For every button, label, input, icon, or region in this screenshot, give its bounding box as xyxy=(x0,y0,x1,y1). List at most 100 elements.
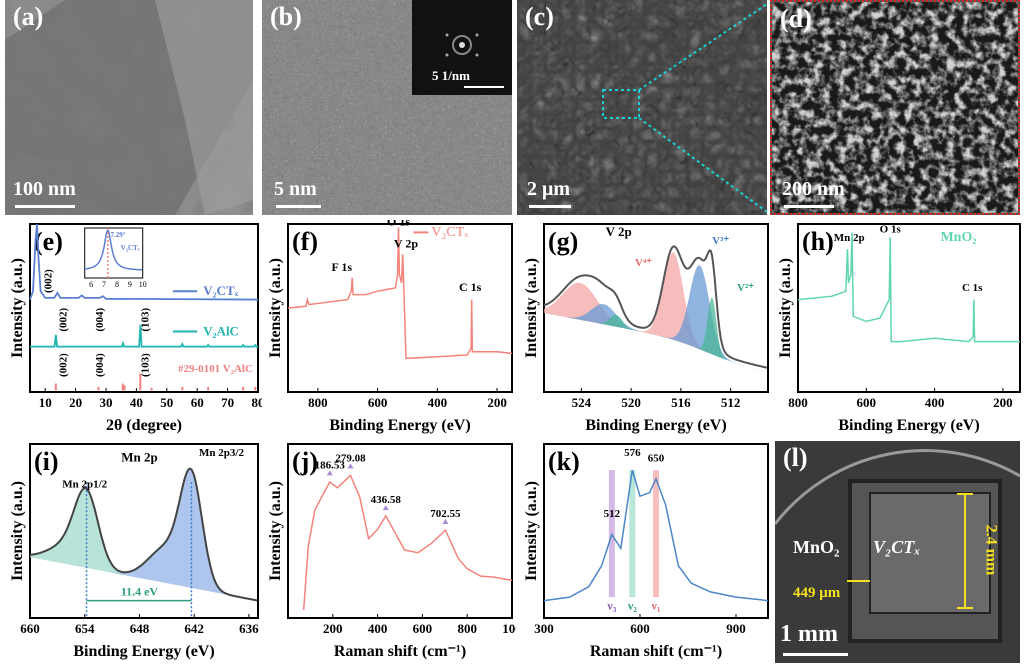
scale-label-b: 5 nm xyxy=(274,178,317,200)
x-tick-label: 524 xyxy=(572,395,592,410)
chart-svg-h: 800 600 400 200 Binding Energy (eV) Intensity… xyxy=(777,223,1021,434)
peak-label: 512 xyxy=(604,508,621,520)
x-tick-label: 200 xyxy=(993,395,1013,410)
peak-label: 650 xyxy=(648,452,665,464)
peak-label: 576 xyxy=(624,447,641,459)
mode-label: ν₂ xyxy=(627,598,637,612)
inset-tick-label: 10 xyxy=(139,280,147,289)
y-axis-label: Intensity (a.u.) xyxy=(523,481,540,581)
chart-svg-k: 300 600 900 Raman shift (cm⁻¹) Intensity (a.… xyxy=(523,443,769,660)
panel-e-xrd-chart: 10 20 30 40 50 60 70 80 2θ (degree) Intensity (a.… xyxy=(0,220,262,438)
scale-bar-c xyxy=(529,205,571,208)
peak-label: 436.58 xyxy=(371,494,402,506)
panel-h-mno2-survey-chart: 800 600 400 200 Binding Energy (eV) Intensity… xyxy=(768,220,1024,438)
x-tick-label: 600 xyxy=(413,621,433,636)
component-fill xyxy=(30,488,258,601)
height-dimension-label: 2.4 mm xyxy=(982,524,1000,576)
panel-k-raman-chart: 300 600 900 Raman shift (cm⁻¹) Intensity (a.… xyxy=(514,440,772,664)
x-tick-label: 200 xyxy=(487,395,507,410)
fft-scale-bar xyxy=(464,86,504,88)
x-axis-label: Binding Energy (eV) xyxy=(73,643,214,660)
x-axis-label: Binding Energy (eV) xyxy=(838,417,979,434)
plot-frame xyxy=(543,223,769,393)
legend-label: MnO₂ xyxy=(940,230,976,245)
x-tick-label: 50 xyxy=(160,395,173,410)
y-axis-label: Intensity (a.u.) xyxy=(267,258,284,358)
x-tick-label: 600 xyxy=(368,395,388,410)
y-axis-label: Intensity (a.u.) xyxy=(267,481,284,581)
x-tick-label: 200 xyxy=(323,621,343,636)
fft-scale-label: 5 1/nm xyxy=(432,68,470,83)
scale-label-c: 2 μm xyxy=(527,178,570,200)
panel-f-xps-survey-chart: 800 600 400 200 Binding Energy (eV) Intensity… xyxy=(258,220,516,438)
panel-label-c: (c) xyxy=(525,2,554,31)
hkl-label: (002) xyxy=(42,269,54,293)
y-axis-label: Intensity (a.u.) xyxy=(9,481,26,581)
x-tick-label: 654 xyxy=(75,621,95,636)
legend-ref: #29-0101 V₂AlC xyxy=(178,363,253,375)
x-tick-label: 400 xyxy=(368,621,388,636)
scale-bar-a xyxy=(15,205,75,208)
panel-label-l: (l) xyxy=(783,443,808,472)
panel-label-j: (j) xyxy=(292,447,318,476)
x-tick-label: 60 xyxy=(191,395,204,410)
panel-j-raman-chart: 200 400 600 800 100 Raman shift (cm⁻¹) Intensi… xyxy=(258,440,516,664)
peak-marker-icon xyxy=(442,519,449,525)
series-v2ctx xyxy=(29,223,259,301)
inset-peak-label: 7.29° xyxy=(110,231,125,239)
panel-i-mn2p-chart: 660 654 648 642 636 Binding Energy (eV) Intens… xyxy=(0,440,262,664)
plot-frame xyxy=(29,443,259,619)
spectrum-title: Mn 2p xyxy=(121,449,157,464)
peak-label: Mn 2p xyxy=(834,232,865,244)
legend-label: V₂CTₓ xyxy=(431,225,469,240)
series-mno2-survey xyxy=(797,232,1020,343)
inset-tick-label: 8 xyxy=(115,280,119,289)
envelope-fit xyxy=(543,245,767,369)
peak-label: V 2p xyxy=(394,237,418,251)
inset-legend: V₂CTₓ xyxy=(121,244,141,252)
inset-tick-label: 9 xyxy=(128,280,132,289)
label-v2: V²⁺ xyxy=(737,282,754,294)
peak-label: O 1s xyxy=(387,220,410,229)
panel-label-d: (d) xyxy=(780,4,812,33)
hkl-label: (004) xyxy=(94,308,106,332)
tem-texture xyxy=(5,0,253,215)
chart-svg-i: 660 654 648 642 636 Binding Energy (eV) Intens… xyxy=(9,443,259,660)
x-tick-label: 10 xyxy=(39,395,52,410)
x-axis-label: Raman shift (cm⁻¹) xyxy=(334,643,466,660)
x-tick-label: 520 xyxy=(621,395,641,410)
panel-a-tem-image: (a) 100 nm xyxy=(5,0,253,215)
peak-marker-icon xyxy=(347,463,354,469)
x-tick-label: 300 xyxy=(534,621,554,636)
legend-v2alc: V₂AlC xyxy=(203,324,239,339)
peak-label: C 1s xyxy=(459,280,482,294)
peak-label: 702.55 xyxy=(430,508,461,520)
hkl-label: (103) xyxy=(140,353,152,377)
series-raman-j xyxy=(302,474,513,610)
scale-label-l: 1 mm xyxy=(780,621,838,647)
peak-marker-icon xyxy=(326,470,333,476)
gap-dimension-label: 449 μm xyxy=(793,585,841,601)
mode-label: ν₁ xyxy=(651,598,661,612)
x-tick-label: 30 xyxy=(100,395,113,410)
series-raman-k xyxy=(543,469,769,602)
x-axis-label: Binding Energy (eV) xyxy=(329,417,470,434)
x-tick-label: 800 xyxy=(308,395,328,410)
peak-label-2p32: Mn 2p3/2 xyxy=(199,447,244,459)
peak-label: F 1s xyxy=(331,260,352,274)
chart-svg-g: 524 520 516 512 Binding Energy (eV) Intensity… xyxy=(523,223,769,434)
peak-label: 186.53 xyxy=(315,459,346,471)
x-tick-label: 800 xyxy=(457,621,477,636)
y-axis-label: Intensity (a.u.) xyxy=(523,258,540,358)
x-tick-label: 900 xyxy=(726,621,746,636)
label-v4: V⁴⁺ xyxy=(635,257,652,269)
peak-label: C 1s xyxy=(962,282,983,294)
inset-tick-label: 7 xyxy=(102,280,106,289)
label-v3: V³⁺ xyxy=(712,235,729,247)
panel-b-hrtem-image: 5 1/nm (b) 5 nm xyxy=(262,0,512,215)
device-photo xyxy=(775,449,1020,643)
fft-inset: 5 1/nm xyxy=(412,0,512,95)
material-label-mno2: MnO₂ xyxy=(793,537,840,557)
panel-label-g: (g) xyxy=(548,227,578,256)
mode-band xyxy=(629,470,636,598)
